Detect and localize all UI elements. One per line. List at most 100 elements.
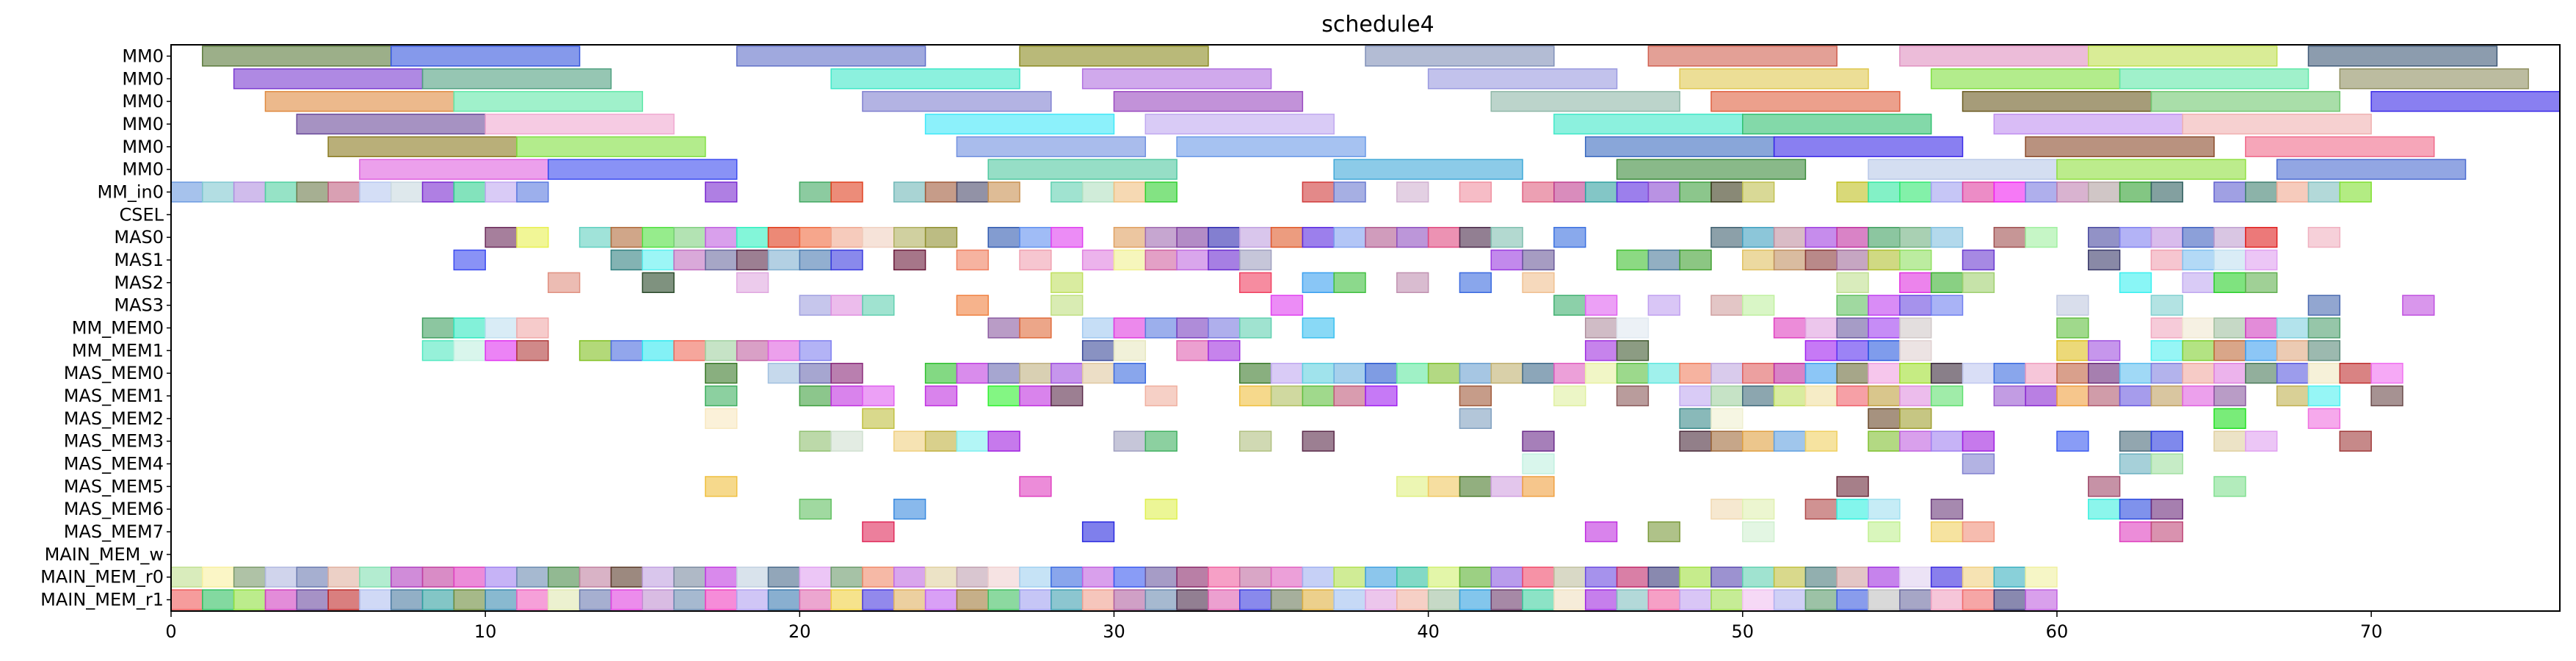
task-bar [1238,589,1272,610]
task-bar [1868,159,2058,180]
task-bar [893,589,926,610]
task-bar [1270,385,1304,407]
task-bar [1238,385,1272,407]
task-bar [862,521,895,543]
task-bar [485,181,518,203]
task-bar [987,430,1020,452]
task-bar [2245,226,2278,248]
task-bar [485,317,518,339]
task-bar [390,181,424,203]
task-bar [2150,317,2183,339]
task-bar [359,181,392,203]
task-bar [1647,589,1680,610]
task-bar [1051,272,1084,293]
task-bar [2182,272,2215,293]
task-bar [296,113,486,135]
task-bar [830,363,863,384]
task-bar [705,226,738,248]
task-bar [1522,566,1555,588]
task-bar [893,181,926,203]
task-bar [924,566,958,588]
task-bar [736,340,769,361]
task-bar [2307,46,2498,67]
task-bar [485,566,518,588]
task-bar [1113,340,1147,361]
task-bar [233,68,424,90]
task-bar [642,226,675,248]
task-bar [830,430,863,452]
task-bar [705,249,738,271]
task-bar [1396,181,1429,203]
task-bar [1365,363,1398,384]
task-bar [1773,363,1807,384]
task-bar [2119,226,2152,248]
task-bar [578,566,612,588]
task-bar [1113,317,1147,339]
task-bar [1144,226,1178,248]
task-bar [1773,136,1964,157]
task-bar [1616,181,1650,203]
task-bar [1804,340,1837,361]
y-tick-label: MAS_MEM4 [64,454,164,474]
task-bar [1804,249,1837,271]
task-bar [1868,317,1901,339]
task-bar [1836,295,1869,316]
task-bar [1836,317,1869,339]
task-bar [1993,113,2183,135]
task-bar [1679,181,1712,203]
task-bar [548,159,738,180]
task-bar [1647,249,1680,271]
task-bar [1459,385,1492,407]
task-bar [2025,589,2058,610]
task-bar [390,46,581,67]
task-bar [1522,589,1555,610]
task-bar [1930,566,1964,588]
task-bar [296,566,329,588]
task-bar [830,566,863,588]
task-bar [2088,249,2121,271]
task-bar [548,589,581,610]
task-bar [830,68,1020,90]
task-bar [924,226,958,248]
task-bar [1144,385,1178,407]
task-bar [2119,363,2152,384]
task-bar [1176,340,1209,361]
task-bar [1113,566,1147,588]
y-tick-label: MM0 [122,46,164,66]
task-bar [1333,385,1366,407]
task-bar [2088,340,2121,361]
task-bar [2245,363,2278,384]
task-bar [1836,181,1869,203]
task-bar [705,408,738,430]
task-bar [2213,226,2246,248]
task-bar [1396,476,1429,497]
task-bar [1836,340,1869,361]
task-bar [2276,317,2310,339]
task-bar [1804,499,1837,520]
task-bar [1302,589,1335,610]
task-bar [705,476,738,497]
task-bar [1962,90,2152,112]
task-bar [1773,317,1807,339]
task-bar [1647,46,1837,67]
task-bar [642,589,675,610]
task-bar [799,385,832,407]
task-bar [2150,385,2183,407]
task-bar [1899,363,1932,384]
task-bar [1019,476,1052,497]
task-bar [516,589,549,610]
task-bar [1647,521,1680,543]
task-bar [830,226,863,248]
task-bar [1930,589,1964,610]
task-bar [2245,136,2435,157]
task-bar [1553,295,1586,316]
task-bar [956,136,1147,157]
task-bar [1647,363,1680,384]
task-bar [1553,566,1586,588]
task-bar [1113,363,1147,384]
task-bar [1302,363,1335,384]
task-bar [1710,226,1744,248]
x-tick-label: 60 [2046,621,2069,642]
task-bar [1899,272,1932,293]
task-bar [1804,317,1837,339]
